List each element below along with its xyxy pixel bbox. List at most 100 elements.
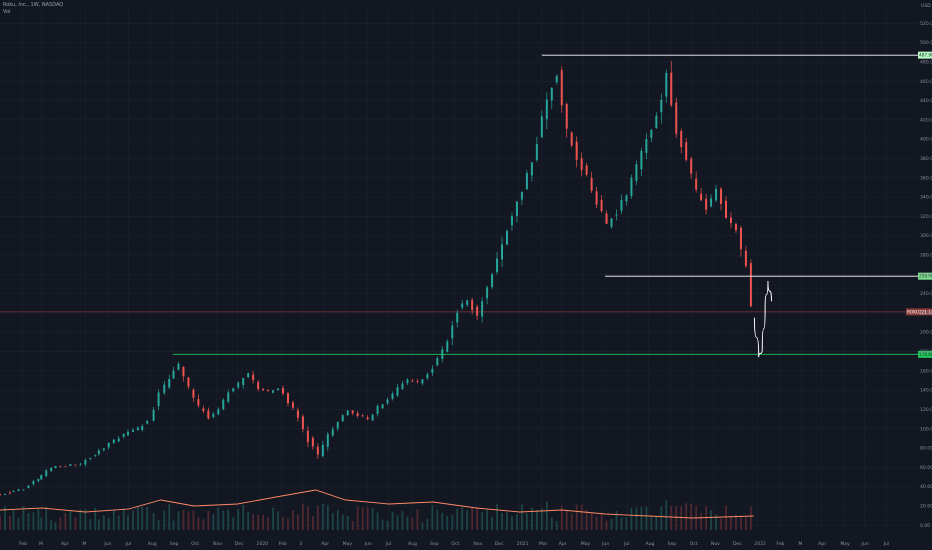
candle-body xyxy=(97,450,100,455)
volume-bar xyxy=(486,510,488,530)
volume-bar xyxy=(237,509,240,530)
candle-body xyxy=(316,446,319,455)
volume-bar xyxy=(74,517,77,530)
candle-body xyxy=(734,224,737,231)
y-tick-label: 440.00 xyxy=(920,98,932,104)
candle-body xyxy=(247,373,250,378)
volume-bar xyxy=(102,515,105,530)
volume-bar xyxy=(272,507,274,530)
candle-body xyxy=(146,420,149,424)
candle-body xyxy=(630,177,633,196)
volume-bar xyxy=(45,506,48,530)
candle-body xyxy=(277,388,280,390)
candle-body xyxy=(590,177,593,191)
y-tick-label: 180.00 xyxy=(920,349,932,355)
x-tick-label: Feb xyxy=(279,541,287,547)
candle-body xyxy=(131,429,134,432)
candle-body xyxy=(381,404,384,409)
volume-bar xyxy=(40,517,43,530)
x-tick-label: Aug xyxy=(408,541,417,547)
candle-body xyxy=(550,87,553,101)
candle-body xyxy=(12,491,15,492)
y-tick-label: 220.00 xyxy=(920,310,932,316)
volume-bar xyxy=(9,515,11,530)
current-price-ticker: ROKU xyxy=(907,309,919,314)
candle-body xyxy=(486,287,489,299)
candle-body xyxy=(172,370,175,379)
candle-body xyxy=(291,402,294,408)
volume-bar xyxy=(112,509,115,530)
candle-body xyxy=(481,301,484,317)
volume-bar xyxy=(501,512,503,530)
volume-bar xyxy=(177,511,180,530)
volume-bar xyxy=(471,507,474,530)
volume-bar xyxy=(745,517,747,530)
candle-body xyxy=(535,144,538,160)
candle-body xyxy=(69,464,72,467)
volume-bar xyxy=(381,519,384,530)
candle-body xyxy=(685,142,688,160)
candle-body xyxy=(456,312,459,323)
x-tick-label: Dec xyxy=(234,541,243,547)
volume-bar xyxy=(277,511,279,530)
candle-body xyxy=(600,199,603,212)
candle-body xyxy=(182,366,185,377)
candle-body xyxy=(296,410,299,418)
y-tick-label: 360.00 xyxy=(920,175,932,181)
candle-body xyxy=(17,489,20,491)
volume-bar xyxy=(232,516,235,530)
candle-body xyxy=(141,425,144,431)
candle-body xyxy=(670,72,673,106)
y-tick-label: 80.00 xyxy=(920,446,932,452)
candle-body xyxy=(242,377,245,385)
mid-support-line-badge xyxy=(918,272,932,280)
candle-body xyxy=(366,417,369,420)
volume-bar xyxy=(12,510,15,530)
x-tick-label: Apr xyxy=(818,541,826,547)
candle-body xyxy=(8,492,11,494)
candle-body xyxy=(501,244,504,260)
candle-body xyxy=(126,431,129,436)
x-tick-label: Oct xyxy=(690,541,698,547)
candle-body xyxy=(232,388,235,392)
x-tick-label: Feb xyxy=(776,541,784,547)
volume-bar xyxy=(451,514,454,530)
candle-body xyxy=(421,379,424,384)
volume-bar xyxy=(406,516,409,530)
volume-bar xyxy=(292,509,294,530)
candle-body xyxy=(187,377,190,387)
candle-body xyxy=(690,158,693,174)
y-tick-label: 380.00 xyxy=(920,156,932,162)
candle-body xyxy=(252,374,255,381)
y-tick-label: 260.00 xyxy=(920,272,932,278)
volume-bar xyxy=(287,518,289,530)
candle-body xyxy=(565,104,568,129)
volume-bar xyxy=(590,512,593,530)
time-axis: Feb M Apr M Jun Jul Aug Sep Oct Nov Dec 2020 Feb 3 Apr… xyxy=(19,541,889,547)
volume-bar xyxy=(341,514,344,530)
volume-bar xyxy=(675,506,678,530)
candle-body xyxy=(168,378,171,388)
volume-bar xyxy=(282,517,284,530)
volume-bar xyxy=(17,517,20,530)
candle-body xyxy=(650,129,653,138)
candle-body xyxy=(32,481,35,485)
volume-bar xyxy=(401,511,404,530)
candle-body xyxy=(163,384,166,393)
volume-bar xyxy=(371,507,374,530)
volume-bar xyxy=(242,504,245,530)
volume-bar xyxy=(187,511,190,530)
volume-bar xyxy=(50,520,53,530)
volume-bar xyxy=(202,519,205,530)
candle-body xyxy=(595,191,598,205)
volume-bar xyxy=(421,522,424,530)
x-tick-label: Feb xyxy=(19,541,27,547)
candle-body xyxy=(336,422,339,429)
volume-bar xyxy=(580,504,583,530)
candle-body xyxy=(540,116,543,138)
candle-body xyxy=(744,250,747,266)
volume-bar xyxy=(69,510,72,530)
volume-bar xyxy=(32,512,35,530)
